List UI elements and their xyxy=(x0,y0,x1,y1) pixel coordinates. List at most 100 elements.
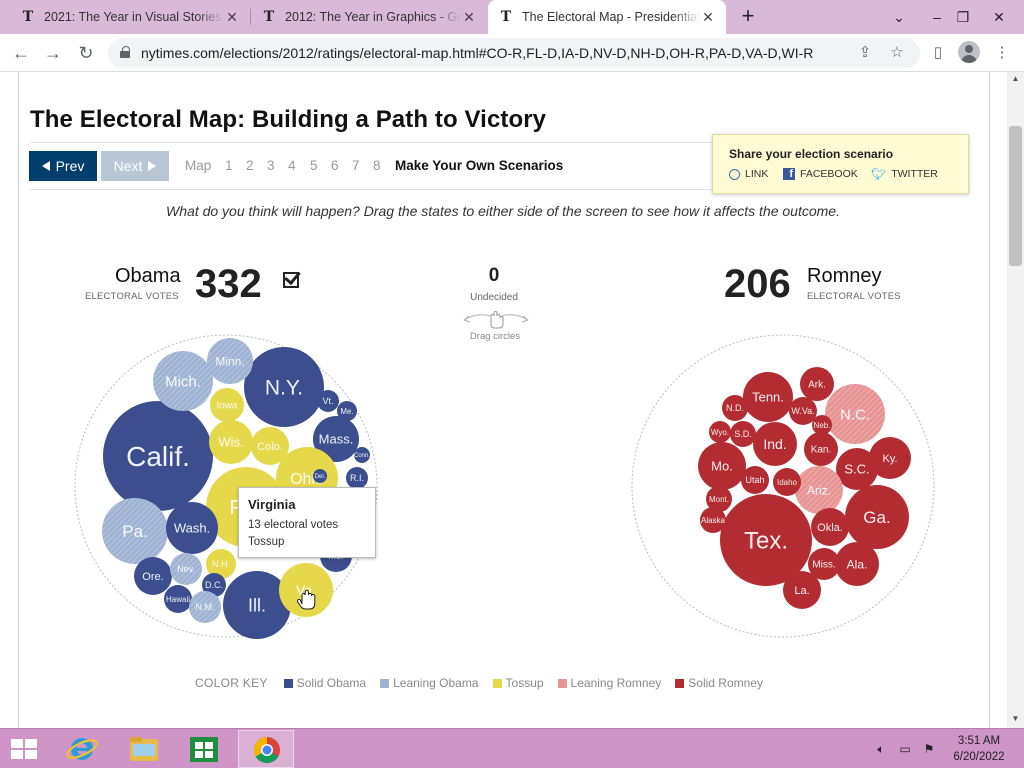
bubble-circle[interactable] xyxy=(804,432,838,466)
profile-avatar-icon[interactable] xyxy=(958,41,980,63)
bubble-circle[interactable] xyxy=(103,401,213,511)
close-tab-icon[interactable]: ✕ xyxy=(226,8,238,25)
state-bubble-conn[interactable]: Conn. xyxy=(354,447,370,463)
state-bubble-ala[interactable]: Ala. xyxy=(835,542,879,586)
bubble-circle[interactable] xyxy=(164,585,192,613)
bubble-circle[interactable] xyxy=(337,401,357,421)
state-bubble-vt[interactable]: Vt. xyxy=(317,390,339,412)
state-bubble-ny[interactable]: N.Y. xyxy=(244,347,324,427)
bookmark-star-icon[interactable]: ☆ xyxy=(890,44,904,61)
minimize-icon[interactable]: – xyxy=(933,9,941,25)
bubble-circle[interactable] xyxy=(313,469,327,483)
share-facebook-button[interactable]: f FACEBOOK xyxy=(783,168,858,180)
bubble-circle[interactable] xyxy=(313,416,359,462)
speaker-muted-icon[interactable]: 🔈︎ xyxy=(877,742,885,756)
state-bubble-tex[interactable]: Tex. xyxy=(720,494,812,586)
bubble-circle[interactable] xyxy=(698,442,746,490)
state-bubble-ri[interactable]: R.I. xyxy=(346,467,368,489)
step-1[interactable]: 1 xyxy=(225,158,233,173)
state-bubble-colo[interactable]: Colo. xyxy=(251,427,289,465)
clock-date[interactable]: 6/20/2022 xyxy=(953,751,1005,763)
state-bubble-sd[interactable]: S.D. xyxy=(730,421,756,447)
bubble-circle[interactable] xyxy=(709,421,731,443)
bubble-circle[interactable] xyxy=(869,437,911,479)
windows-start-icon[interactable] xyxy=(10,738,38,760)
bubble-circle[interactable] xyxy=(244,347,324,427)
bubble-circle[interactable] xyxy=(134,557,172,595)
state-bubble-idaho[interactable]: Idaho xyxy=(773,468,801,496)
bubble-circle[interactable] xyxy=(202,573,226,597)
page-scrollbar[interactable]: ▲ ▼ xyxy=(1007,72,1024,728)
step-3[interactable]: 3 xyxy=(267,158,275,173)
scroll-thumb[interactable] xyxy=(1009,126,1022,266)
state-bubble-calif[interactable]: Calif. xyxy=(103,401,213,511)
store-icon[interactable] xyxy=(176,730,232,768)
state-bubble-nev[interactable]: Nev. xyxy=(170,553,202,585)
url-text[interactable]: nytimes.com/elections/2012/ratings/elect… xyxy=(141,45,814,61)
bubble-circle[interactable] xyxy=(722,395,748,421)
next-button[interactable]: Next xyxy=(101,151,169,181)
bubble-circle[interactable] xyxy=(836,448,878,490)
network-icon[interactable]: ▭ xyxy=(899,742,911,756)
state-bubble-mont[interactable]: Mont. xyxy=(706,486,732,512)
state-bubble-dc[interactable]: D.C. xyxy=(202,573,226,597)
state-bubble-hawaii[interactable]: Hawaii xyxy=(164,585,192,613)
bubble-circle[interactable] xyxy=(773,468,801,496)
action-center-icon[interactable]: ⚑ xyxy=(923,742,935,756)
state-bubble-alaska[interactable]: Alaska xyxy=(700,507,726,533)
internet-explorer-icon[interactable] xyxy=(54,730,110,768)
bubble-circle[interactable] xyxy=(730,421,756,447)
clock-time[interactable]: 3:51 AM xyxy=(957,735,1001,747)
state-bubble-iowa[interactable]: Iowa xyxy=(210,388,244,422)
state-bubble-ky[interactable]: Ky. xyxy=(869,437,911,479)
state-bubble-wyo[interactable]: Wyo. xyxy=(709,421,731,443)
new-tab-icon[interactable]: + xyxy=(741,3,755,28)
bubble-circle[interactable] xyxy=(223,571,291,639)
menu-kebab-icon[interactable]: ⋮ xyxy=(994,44,1010,61)
bubble-circle[interactable] xyxy=(317,390,339,412)
bubble-circle[interactable] xyxy=(808,548,840,580)
bubble-circle[interactable] xyxy=(700,507,726,533)
restore-icon[interactable]: ❐ xyxy=(956,9,970,25)
step-map[interactable]: Map xyxy=(185,158,212,173)
bubble-circle[interactable] xyxy=(354,447,370,463)
step-8[interactable]: 8 xyxy=(373,158,381,173)
state-bubble-tenn[interactable]: Tenn. xyxy=(743,372,793,422)
bubble-circle[interactable] xyxy=(789,397,817,425)
chrome-icon[interactable] xyxy=(238,730,294,768)
state-bubble-wva[interactable]: W.Va. xyxy=(789,397,817,425)
step-6[interactable]: 6 xyxy=(331,158,339,173)
address-bar[interactable]: nytimes.com/elections/2012/ratings/elect… xyxy=(108,38,920,68)
bubble-circle[interactable] xyxy=(166,502,218,554)
state-bubble-neb[interactable]: Neb. xyxy=(812,415,832,435)
reload-icon[interactable]: ↻ xyxy=(78,43,94,63)
state-bubble-mich[interactable]: Mich. xyxy=(153,351,213,411)
step-5[interactable]: 5 xyxy=(310,158,318,173)
bubble-circle[interactable] xyxy=(346,467,368,489)
share-link-button[interactable]: LINK xyxy=(729,168,768,180)
bubble-circle[interactable] xyxy=(845,485,909,549)
tab-2021-visual-stories[interactable]: T 2021: The Year in Visual Stories a ✕ xyxy=(10,0,250,34)
bubble-circle[interactable] xyxy=(812,415,832,435)
share-twitter-button[interactable]: 🐦︎ TWITTER xyxy=(871,168,938,180)
state-bubble-minn[interactable]: Minn. xyxy=(207,338,253,384)
close-tab-icon[interactable]: ✕ xyxy=(702,8,714,25)
state-bubble-ga[interactable]: Ga. xyxy=(845,485,909,549)
state-bubble-mo[interactable]: Mo. xyxy=(698,442,746,490)
state-bubble-ill[interactable]: Ill. xyxy=(223,571,291,639)
close-tab-icon[interactable]: ✕ xyxy=(463,8,475,25)
lock-icon[interactable] xyxy=(120,46,130,58)
state-bubble-me[interactable]: Me. xyxy=(337,401,357,421)
state-bubble-miss[interactable]: Miss. xyxy=(808,548,840,580)
state-bubble-nc[interactable]: N.C. xyxy=(825,384,885,444)
close-window-icon[interactable]: ✕ xyxy=(993,9,1005,25)
step-make-your-own[interactable]: Make Your Own Scenarios xyxy=(395,158,564,173)
scroll-down-icon[interactable]: ▼ xyxy=(1011,714,1020,723)
scroll-up-icon[interactable]: ▲ xyxy=(1011,74,1020,83)
step-2[interactable]: 2 xyxy=(246,158,254,173)
bubble-circle[interactable] xyxy=(811,508,849,546)
bubble-circle[interactable] xyxy=(210,388,244,422)
back-icon[interactable]: ← xyxy=(12,43,30,63)
bubble-circle[interactable] xyxy=(835,542,879,586)
bubble-circle[interactable] xyxy=(209,420,253,464)
